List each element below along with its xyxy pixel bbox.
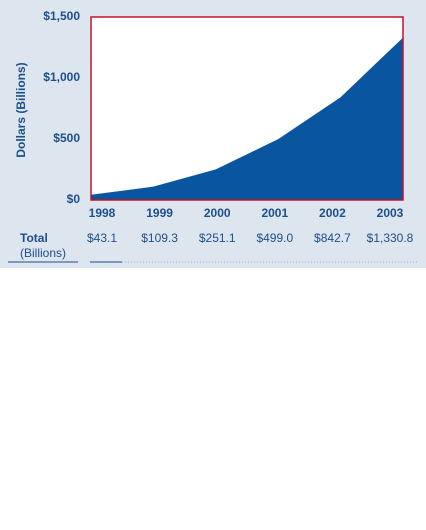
y-tick-label: $500 — [53, 131, 80, 145]
y-axis-title: Dollars (Billions) — [14, 62, 28, 157]
table-label: Total — [20, 231, 48, 245]
table-value: $842.7 — [314, 231, 351, 245]
x-tick-label: 1999 — [146, 206, 173, 220]
x-tick-label: 1998 — [89, 206, 116, 220]
y-tick-label: $1,500 — [43, 9, 80, 23]
x-tick-label: 2000 — [204, 206, 231, 220]
x-tick-label: 2001 — [261, 206, 288, 220]
x-tick-label: 2003 — [377, 206, 404, 220]
table-value: $499.0 — [256, 231, 293, 245]
x-tick-label: 2002 — [319, 206, 346, 220]
table-sublabel: (Billions) — [20, 246, 66, 260]
y-tick-label: $1,000 — [43, 70, 80, 84]
table-value: $1,330.8 — [367, 231, 414, 245]
y-tick-label: $0 — [67, 192, 81, 206]
table-value: $43.1 — [87, 231, 117, 245]
plot-frame — [90, 16, 404, 201]
table-value: $251.1 — [199, 231, 236, 245]
area — [91, 37, 403, 201]
table-value: $109.3 — [141, 231, 178, 245]
